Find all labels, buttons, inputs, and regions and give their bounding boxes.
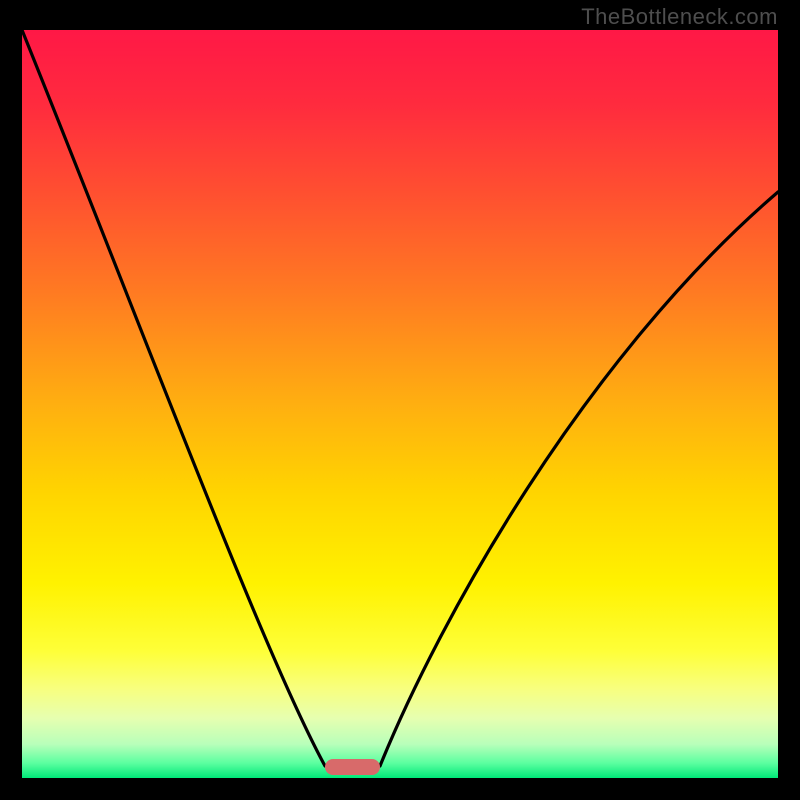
chart-outer-frame: TheBottleneck.com [0, 0, 800, 800]
optimal-marker [325, 759, 380, 775]
gradient-background [22, 30, 778, 778]
chart-svg [22, 30, 778, 778]
plot-area [22, 30, 778, 778]
watermark-text: TheBottleneck.com [581, 4, 778, 30]
